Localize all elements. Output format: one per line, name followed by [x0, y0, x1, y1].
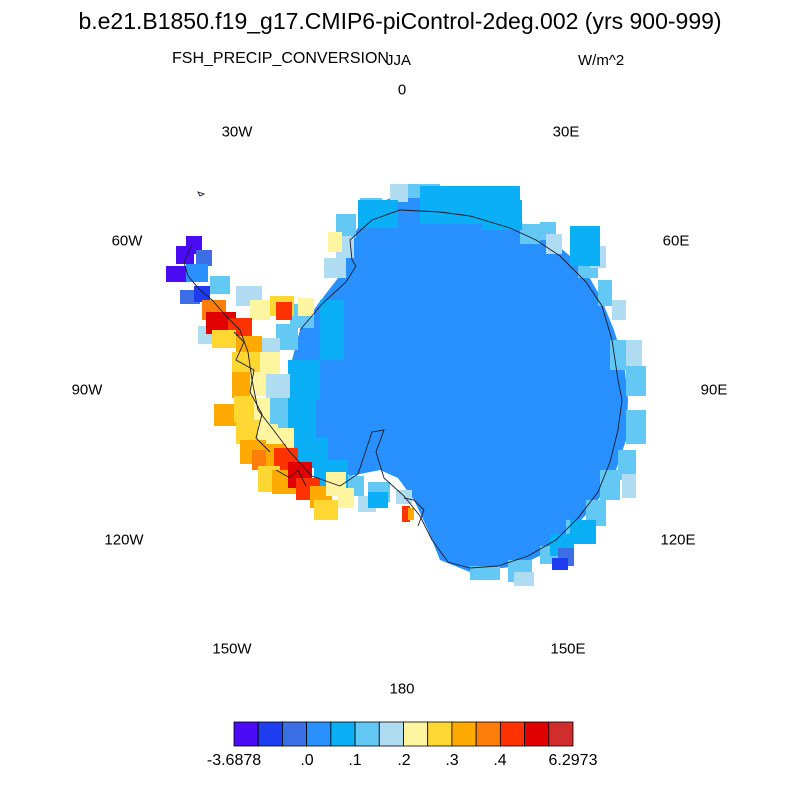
lon-label-30w: 30W [221, 123, 253, 141]
colorbar-box [548, 721, 574, 747]
colorbar-box [403, 721, 429, 747]
lon-label-30e: 30E [552, 123, 580, 141]
lon-label-150w: 150W [212, 640, 252, 658]
colorbar-box [282, 721, 308, 747]
positive-cells [202, 232, 414, 522]
lon-label-120e: 120E [660, 531, 696, 549]
colorbar-box [499, 721, 525, 747]
colorbar-label-2: .2 [397, 752, 411, 769]
lon-label-180: 180 [389, 680, 415, 698]
colorbar-box [233, 721, 259, 747]
lon-label-60w: 60W [111, 232, 143, 250]
lon-label-90e: 90E [700, 381, 728, 399]
colorbar-box [475, 721, 501, 747]
coastlines [183, 191, 623, 569]
colorbar-label-max: 6.2973 [548, 752, 598, 769]
colorbar-box [427, 721, 453, 747]
negative-cells [166, 236, 574, 570]
antarctic-interior-field [290, 192, 628, 572]
colorbar-box [330, 721, 356, 747]
colorbar-label-0: .0 [300, 752, 314, 769]
colorbar-box [354, 721, 380, 747]
colorbar-label-1: .1 [348, 752, 362, 769]
colorbar-label-3: .3 [445, 752, 459, 769]
lon-label-0: 0 [397, 81, 407, 99]
colorbar-box [451, 721, 477, 747]
variable-name: FSH_PRECIP_CONVERSION [172, 50, 389, 67]
lon-label-150e: 150E [550, 640, 586, 658]
coastal-cells-blue [286, 186, 600, 556]
units-label: W/m^2 [578, 52, 625, 69]
colorbar-box [306, 721, 332, 747]
colorbar-box [524, 721, 550, 747]
colorbar-box [378, 721, 404, 747]
plot-title: b.e21.B1850.f19_g17.CMIP6-piControl-2deg… [78, 8, 722, 34]
colorbar-label-4: .4 [493, 752, 507, 769]
lon-label-90w: 90W [71, 381, 103, 399]
lon-label-60e: 60E [662, 232, 690, 250]
colorbar-box [257, 721, 283, 747]
lon-label-120w: 120W [104, 531, 144, 549]
colorbar [233, 721, 574, 747]
colorbar-label-min: -3.6878 [206, 752, 262, 769]
season-label: JJA [386, 52, 412, 69]
